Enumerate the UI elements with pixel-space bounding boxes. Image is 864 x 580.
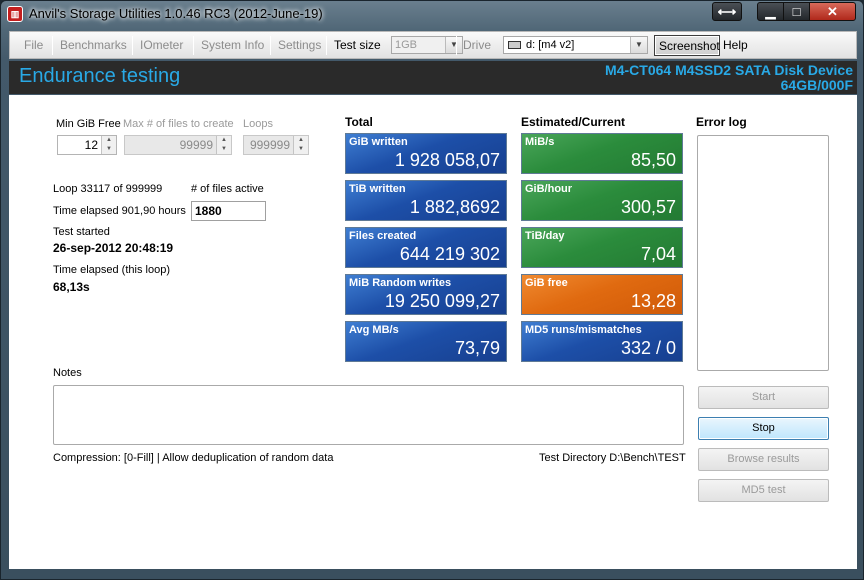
- menu-separator: [193, 36, 194, 55]
- tile-files-created: Files created 644 219 302: [345, 227, 507, 268]
- menu-separator: [270, 36, 271, 55]
- menu-settings[interactable]: Settings: [278, 38, 322, 52]
- tile-label: Avg MB/s: [349, 324, 399, 336]
- drive-label: Drive: [463, 38, 492, 52]
- max-files-label: Max # of files to create: [123, 118, 234, 130]
- device-name: M4-CT064 M4SSD2 SATA Disk Device: [605, 62, 853, 78]
- test-started-value: 26-sep-2012 20:48:19: [53, 241, 174, 255]
- menu-separator: [326, 36, 327, 55]
- compression-info: Compression: [0-Fill] | Allow deduplicat…: [53, 452, 334, 464]
- tile-value: 73,79: [454, 338, 500, 358]
- tile-value: 300,57: [620, 197, 676, 217]
- notes-field[interactable]: [53, 385, 684, 445]
- chevron-down-icon[interactable]: ▼: [630, 37, 647, 53]
- maximize-button[interactable]: □: [783, 2, 810, 21]
- spinner-arrows-icon[interactable]: ▲ ▼: [101, 136, 116, 154]
- tile-label: TiB written: [349, 183, 406, 195]
- tile-label: GiB/hour: [525, 183, 573, 195]
- files-active-label: # of files active: [191, 183, 264, 195]
- device-info: 64GB/000F: [780, 77, 853, 93]
- endurance-panel: Min GiB Free Max # of files to create Lo…: [9, 95, 857, 569]
- total-heading: Total: [345, 115, 373, 129]
- tile-value: 13,28: [630, 291, 676, 311]
- tile-avg-mbs: Avg MB/s 73,79: [345, 321, 507, 362]
- start-button[interactable]: Start: [698, 386, 829, 409]
- chevron-down-icon[interactable]: ▼: [445, 37, 462, 53]
- menu-file[interactable]: File: [24, 38, 44, 52]
- tile-label: TiB/day: [525, 230, 565, 242]
- tile-gib-written: GiB written 1 928 058,07: [345, 133, 507, 174]
- test-started-label: Test started: [53, 226, 110, 238]
- menu-separator: [456, 36, 457, 55]
- menu-separator: [52, 36, 53, 55]
- screenshot-button[interactable]: Screenshot: [654, 35, 720, 56]
- test-directory: Test Directory D:\Bench\TEST: [539, 452, 686, 464]
- max-files-stepper[interactable]: 99999 ▲ ▼: [124, 135, 232, 155]
- title-bar[interactable]: ▥ Anvil's Storage Utilities 1.0.46 RC3 (…: [1, 1, 863, 27]
- drive-select[interactable]: d: [m4 v2] ▼: [503, 36, 648, 54]
- spinner-arrows-icon[interactable]: ▲ ▼: [216, 136, 231, 154]
- error-log-heading: Error log: [696, 115, 747, 129]
- tile-gib-hour: GiB/hour 300,57: [521, 180, 683, 221]
- tile-value: 85,50: [630, 150, 676, 170]
- tile-label: Files created: [349, 230, 417, 242]
- minimize-button[interactable]: ▁: [757, 2, 784, 21]
- test-size-value: 1GB: [395, 39, 418, 51]
- files-active-field[interactable]: 1880: [191, 201, 266, 221]
- md5-test-button[interactable]: MD5 test: [698, 479, 829, 502]
- tile-mibs: MiB/s 85,50: [521, 133, 683, 174]
- menu-system-info[interactable]: System Info: [201, 38, 265, 52]
- tile-gib-free: GiB free 13,28: [521, 274, 683, 315]
- tile-value: 332 / 0: [620, 338, 676, 358]
- tile-md5-runs: MD5 runs/mismatches 332 / 0: [521, 321, 683, 362]
- close-button[interactable]: ✕: [809, 2, 856, 21]
- tile-label: GiB free: [525, 277, 568, 289]
- browse-results-button[interactable]: Browse results: [698, 448, 829, 471]
- anvil-logo-icon[interactable]: ▥: [7, 6, 23, 22]
- loops-stepper[interactable]: 999999 ▲ ▼: [243, 135, 309, 155]
- time-elapsed: Time elapsed 901,90 hours: [53, 205, 186, 217]
- menu-help[interactable]: Help: [723, 38, 748, 52]
- page-header: Endurance testing M4-CT064 M4SSD2 SATA D…: [9, 61, 857, 94]
- spinner-arrows-icon[interactable]: ▲ ▼: [293, 136, 308, 154]
- loops-value: 999999: [249, 138, 290, 152]
- tile-label: MiB Random writes: [349, 277, 452, 289]
- max-files-value: 99999: [179, 138, 213, 152]
- resize-icon[interactable]: ⟷: [712, 2, 742, 21]
- drive-value: d: [m4 v2]: [526, 39, 575, 51]
- estimated-heading: Estimated/Current: [521, 115, 626, 129]
- menu-benchmarks[interactable]: Benchmarks: [60, 38, 127, 52]
- stop-button[interactable]: Stop: [698, 417, 829, 440]
- loop-elapsed-label: Time elapsed (this loop): [53, 264, 170, 276]
- error-log-box[interactable]: [697, 135, 829, 371]
- tile-value: 7,04: [640, 244, 676, 264]
- tile-mib-random-writes: MiB Random writes 19 250 099,27: [345, 274, 507, 315]
- menu-separator: [132, 36, 133, 55]
- min-gib-free-label: Min GiB Free: [56, 118, 121, 130]
- tile-value: 19 250 099,27: [384, 291, 500, 311]
- page-title: Endurance testing: [19, 65, 181, 87]
- tile-tib-written: TiB written 1 882,8692: [345, 180, 507, 221]
- window-title: Anvil's Storage Utilities 1.0.46 RC3 (20…: [29, 6, 323, 21]
- menu-iometer[interactable]: IOmeter: [140, 38, 184, 52]
- notes-label: Notes: [53, 367, 82, 379]
- tile-value: 644 219 302: [399, 244, 500, 264]
- tile-tib-day: TiB/day 7,04: [521, 227, 683, 268]
- tile-value: 1 882,8692: [409, 197, 500, 217]
- tile-label: MiB/s: [525, 136, 555, 148]
- min-gib-free-stepper[interactable]: 12 ▲ ▼: [57, 135, 117, 155]
- tile-label: MD5 runs/mismatches: [525, 324, 642, 336]
- test-size-label: Test size: [334, 38, 381, 52]
- min-gib-free-value: 12: [84, 138, 98, 152]
- loop-counter: Loop 33117 of 999999: [53, 183, 163, 195]
- test-size-select[interactable]: 1GB ▼: [391, 36, 463, 54]
- loop-elapsed-value: 68,13s: [53, 280, 90, 294]
- menu-bar: File Benchmarks IOmeter System Info Sett…: [9, 31, 857, 59]
- tile-label: GiB written: [349, 136, 408, 148]
- drive-icon: [508, 41, 521, 49]
- loops-label: Loops: [243, 118, 273, 130]
- tile-value: 1 928 058,07: [394, 150, 500, 170]
